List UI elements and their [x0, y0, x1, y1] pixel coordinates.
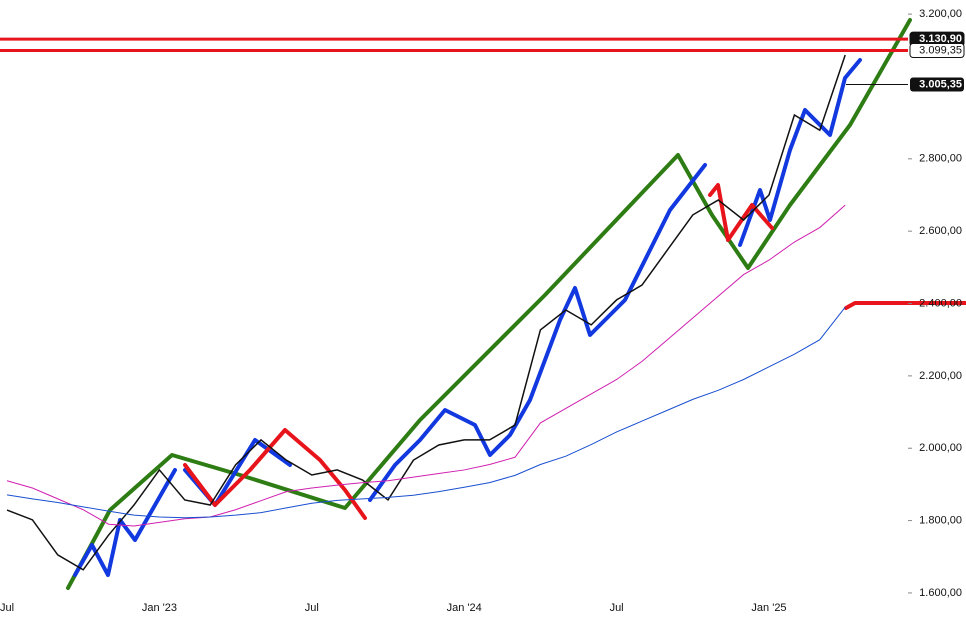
y-tick-label: 3.200,00 — [919, 8, 962, 20]
series-line — [6, 54, 846, 571]
y-tick-label: 2.400,00 — [919, 297, 962, 309]
price-tag: 3.130,90 — [919, 33, 962, 45]
price-tag-box — [909, 43, 965, 59]
y-tick-label: 1.600,00 — [919, 587, 962, 599]
correction-stroke — [183, 183, 966, 520]
y-tick-label: 2.800,00 — [919, 153, 962, 165]
x-tick-label: Jul — [0, 602, 14, 614]
series-line — [6, 204, 846, 527]
y-tick-label: 2.200,00 — [919, 370, 962, 382]
price-tag-box — [910, 77, 964, 92]
x-tick-label: Jan '23 — [142, 602, 177, 614]
trend-stroke — [66, 18, 912, 590]
x-tick-label: Jan '24 — [447, 602, 482, 614]
series-line — [6, 306, 846, 519]
price-tag: 3.005,35 — [919, 78, 962, 90]
x-tick-label: Jul — [305, 602, 319, 614]
y-tick-label: 2.000,00 — [919, 442, 962, 454]
wave-stroke — [73, 58, 862, 577]
x-tick-label: Jul — [610, 602, 624, 614]
y-tick-label: 2.600,00 — [919, 225, 962, 237]
price-tag: 3.099,35 — [919, 44, 962, 56]
x-tick-label: Jan '25 — [751, 602, 786, 614]
y-tick-label: 1.800,00 — [919, 514, 962, 526]
annotations — [66, 18, 966, 590]
